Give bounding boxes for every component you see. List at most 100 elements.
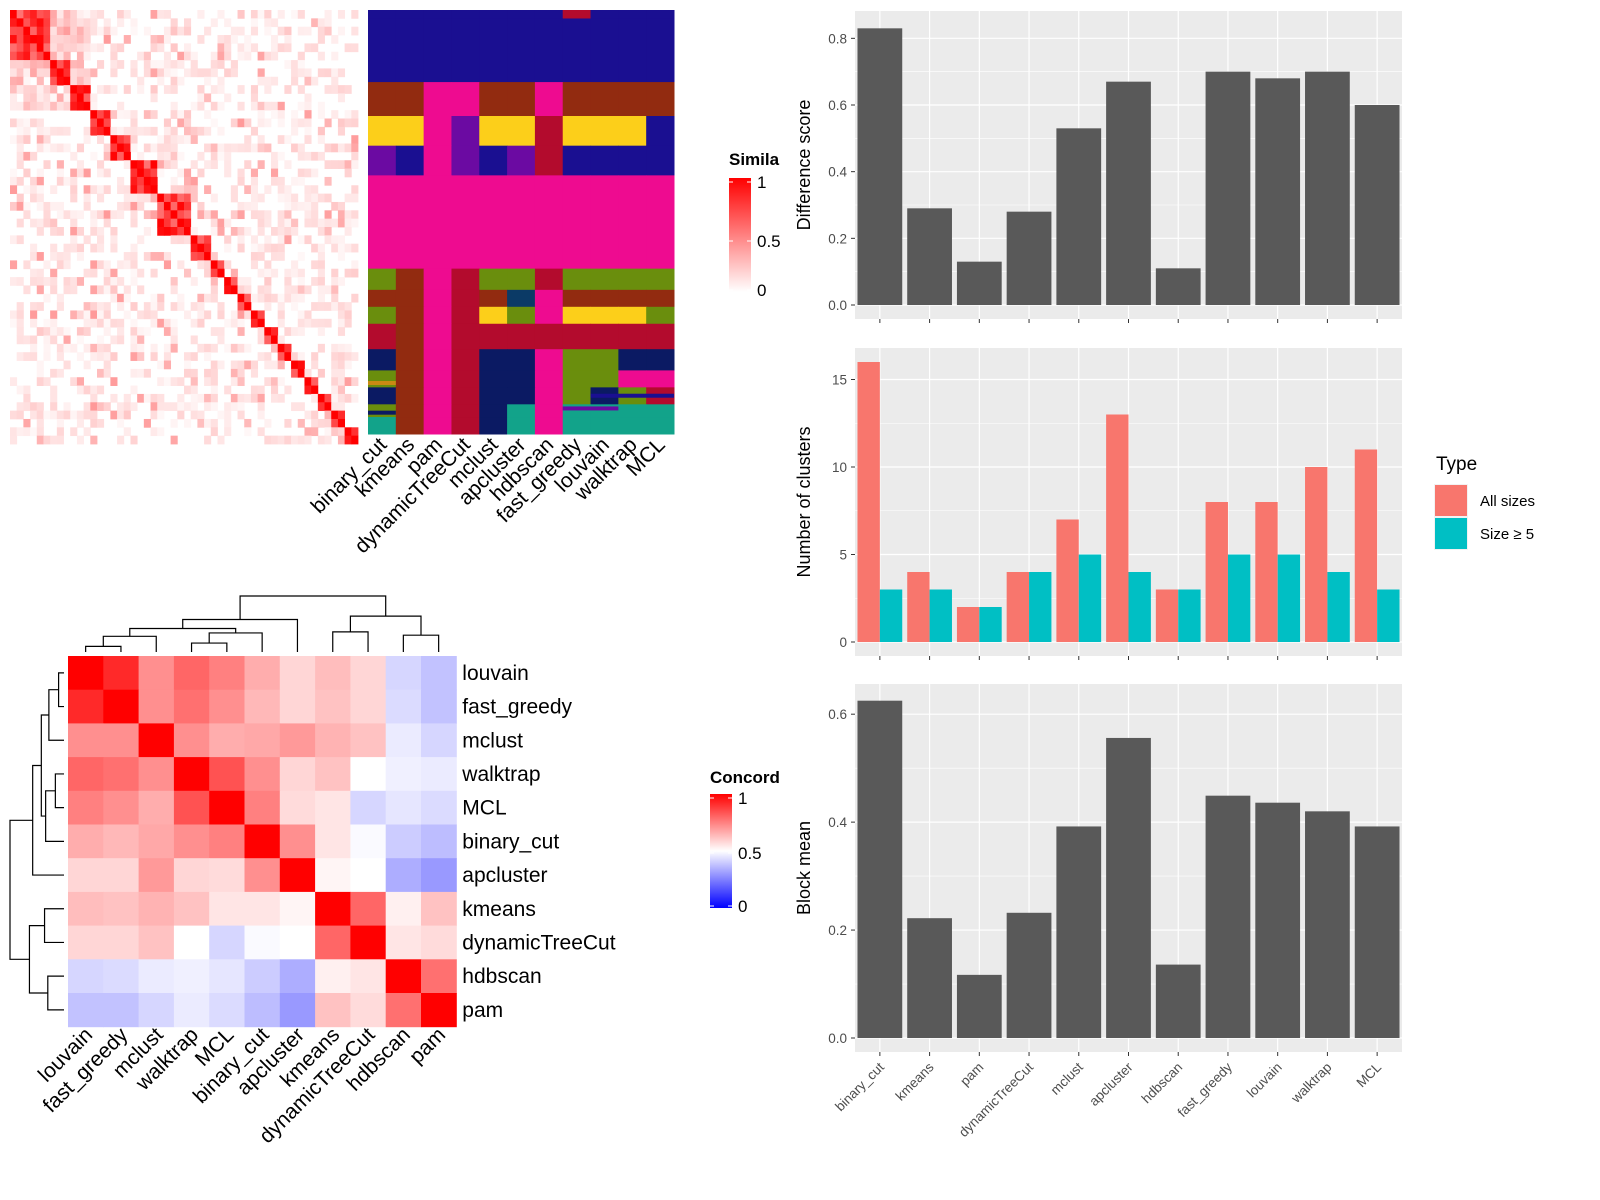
heatmap-cell [291, 143, 299, 153]
heatmap-cell [230, 227, 238, 236]
heatmap-cell [197, 293, 205, 303]
assignment-cell [590, 349, 619, 371]
heatmap-cell [224, 143, 232, 153]
concordance-cell [209, 959, 245, 994]
heatmap-cell [50, 68, 58, 78]
heatmap-cell [70, 68, 78, 78]
heatmap-cell [76, 43, 85, 53]
bar-all-sizes [1106, 414, 1129, 642]
heatmap-cell [117, 110, 125, 119]
heatmap-cell [50, 101, 58, 111]
heatmap-cell [63, 60, 71, 69]
heatmap-cell [257, 402, 265, 412]
heatmap-cell [170, 402, 178, 412]
heatmap-cell [237, 402, 245, 412]
heatmap-cell [63, 51, 71, 61]
heatmap-cell [63, 101, 71, 111]
heatmap-cell [63, 327, 71, 336]
heatmap-cell [311, 360, 319, 370]
heatmap-cell [10, 260, 18, 270]
heatmap-cell [250, 318, 259, 328]
heatmap-cell [56, 410, 64, 420]
concordance-cell [138, 790, 175, 825]
heatmap-cell [90, 18, 98, 28]
heatmap-cell [277, 302, 285, 311]
heatmap-cell [170, 68, 178, 78]
heatmap-cell [304, 68, 312, 78]
heatmap-cell [284, 418, 292, 428]
heatmap-cell [70, 26, 78, 36]
heatmap-cell [16, 143, 24, 153]
heatmap-cell [163, 252, 172, 261]
concordance-cell [385, 790, 422, 825]
heatmap-cell [311, 151, 319, 161]
heatmap-cell [163, 143, 172, 153]
heatmap-cell [237, 176, 245, 186]
heatmap-cell [284, 235, 292, 245]
heatmap-cell [351, 151, 359, 161]
concordance-cell [103, 790, 140, 825]
concordance-cell [350, 757, 387, 792]
heatmap-cell [324, 143, 332, 153]
assignment-cell [507, 289, 536, 308]
concordance-cell [173, 993, 210, 1028]
concordance-cell [385, 757, 422, 792]
heatmap-cell [123, 410, 131, 420]
heatmap-cell [16, 101, 24, 111]
heatmap-cell [204, 76, 212, 86]
heatmap-cell [56, 252, 64, 261]
heatmap-cell [110, 60, 118, 69]
heatmap-cell [210, 85, 218, 94]
heatmap-cell [271, 227, 279, 236]
heatmap-cell [324, 302, 332, 311]
heatmap-cell [23, 10, 31, 19]
heatmap-cell [150, 68, 158, 78]
heatmap-cell [257, 252, 265, 261]
heatmap-cell [56, 26, 64, 36]
heatmap-cell [277, 43, 285, 53]
heatmap-cell [137, 126, 145, 136]
heatmap-cell [230, 193, 238, 203]
assignment-cell [590, 116, 619, 147]
heatmap-cell [97, 310, 105, 320]
heatmap-cell [157, 76, 165, 86]
heatmap-cell [317, 110, 325, 119]
heatmap-cell [210, 285, 218, 295]
heatmap-cell [224, 43, 232, 53]
heatmap-cell [311, 385, 319, 395]
heatmap-cell [284, 193, 292, 203]
heatmap-cell [117, 43, 125, 53]
concordance-heatmap: louvainfast_greedymclustwalktrapMCLbinar… [9, 595, 616, 1148]
heatmap-cell [30, 302, 38, 311]
bar-size-ge-5 [1029, 572, 1052, 642]
concordance-cell [103, 723, 140, 758]
bar [956, 261, 1002, 305]
heatmap-cell [143, 185, 151, 195]
heatmap-cell [284, 227, 292, 236]
heatmap-cell [271, 335, 279, 345]
heatmap-cell [324, 26, 332, 36]
heatmap-cell [30, 101, 38, 111]
heatmap-cell [70, 377, 78, 386]
assignment-cell [479, 404, 508, 418]
heatmap-cell [10, 201, 18, 211]
heatmap-cell [337, 318, 346, 328]
heatmap-cell [337, 26, 346, 36]
heatmap-cell [157, 210, 165, 220]
bar [907, 918, 952, 1038]
heatmap-cell [23, 85, 31, 94]
heatmap-cell [317, 435, 325, 445]
heatmap-cell [311, 210, 319, 220]
x-tick-label: binary_cut [832, 1059, 887, 1114]
heatmap-cell [190, 160, 198, 169]
heatmap-cell [170, 218, 178, 228]
heatmap-cell [257, 318, 265, 328]
heatmap-cell [337, 235, 346, 245]
heatmap-cell [97, 343, 105, 353]
heatmap-cell [170, 176, 178, 186]
heatmap-cell [23, 285, 31, 295]
heatmap-cell [23, 260, 31, 270]
heatmap-cell [337, 302, 346, 311]
heatmap-cell [184, 43, 192, 53]
heatmap-cell [123, 110, 131, 119]
